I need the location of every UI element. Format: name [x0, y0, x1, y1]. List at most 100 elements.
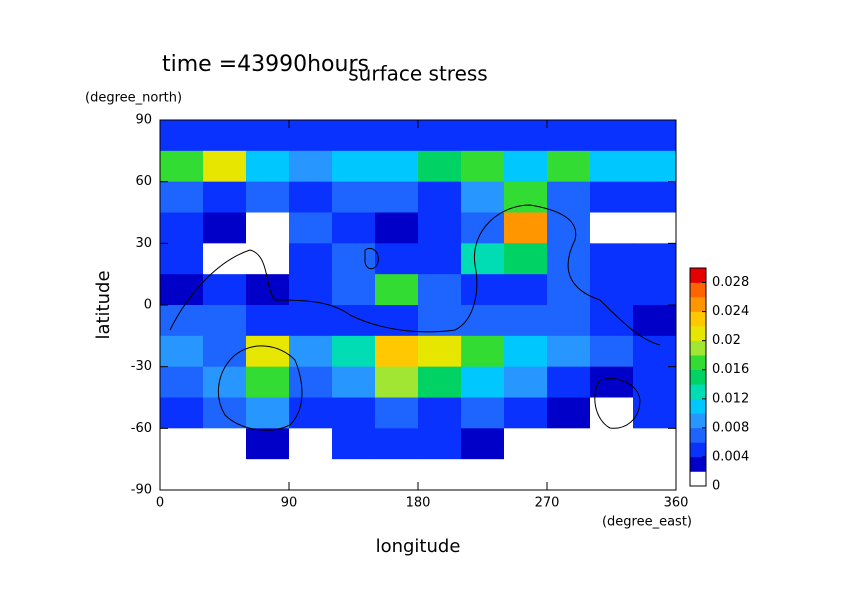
colorbar-band: [690, 268, 706, 283]
cell: [246, 181, 290, 213]
cell: [590, 150, 634, 183]
cell: [633, 212, 677, 244]
cell: [504, 305, 548, 337]
cell: [203, 305, 247, 337]
cell: [547, 459, 591, 491]
y-tick-label: 0: [144, 298, 152, 313]
chart-title: surface stress: [348, 62, 487, 86]
colorbar-band: [690, 427, 706, 443]
cell: [332, 428, 376, 460]
colorbar-tick-label: 0.028: [712, 275, 749, 290]
cell: [418, 274, 462, 306]
cell: [203, 274, 247, 306]
cell: [332, 274, 376, 306]
cell: [160, 243, 204, 275]
colorbar-tick-label: 0: [712, 479, 720, 494]
cell: [246, 305, 290, 337]
cell: [504, 120, 548, 152]
cell: [332, 397, 376, 429]
cell: [590, 243, 634, 275]
cell: [461, 181, 505, 213]
cell: [633, 120, 677, 152]
cell: [246, 243, 290, 275]
x-tick-label: 90: [281, 496, 298, 511]
cell: [504, 150, 548, 183]
cell: [547, 366, 591, 398]
cell: [375, 335, 419, 368]
cell: [590, 181, 634, 213]
cell: [547, 305, 591, 337]
cell: [547, 274, 591, 306]
cell: [375, 120, 419, 152]
cell: [504, 366, 548, 398]
y-axis-label: latitude: [93, 270, 114, 339]
cell: [203, 120, 247, 152]
cell: [461, 243, 505, 275]
colorbar-band: [690, 413, 706, 429]
cell: [590, 274, 634, 306]
cell: [375, 243, 419, 275]
cell: [633, 335, 677, 368]
cell: [332, 459, 376, 491]
cell: [418, 212, 462, 244]
cell: [203, 459, 247, 491]
colorbar-band: [690, 297, 706, 312]
cell: [203, 150, 247, 183]
cell: [332, 366, 376, 398]
cell: [461, 150, 505, 183]
cell: [590, 305, 634, 337]
cell: [504, 459, 548, 491]
y-tick-label: -30: [131, 359, 152, 374]
cell: [418, 150, 462, 183]
cell: [203, 428, 247, 460]
colorbar-band: [690, 326, 706, 341]
cell: [633, 150, 677, 183]
cell: [461, 428, 505, 460]
cell: [590, 335, 634, 368]
coastline: [594, 378, 641, 429]
cell: [461, 212, 505, 244]
cell: [418, 459, 462, 491]
cell: [461, 459, 505, 491]
cell: [203, 243, 247, 275]
colorbar-band: [690, 384, 706, 400]
x-unit: (degree_east): [602, 515, 692, 530]
cell: [418, 428, 462, 460]
cell: [332, 335, 376, 368]
cell: [375, 428, 419, 460]
cell: [461, 366, 505, 398]
colorbar-frame: [689, 267, 707, 487]
colorbar-band: [690, 456, 706, 472]
cell: [633, 181, 677, 213]
cell: [590, 459, 634, 491]
cell: [160, 335, 204, 368]
cell: [547, 397, 591, 429]
cell: [375, 366, 419, 398]
cell: [246, 150, 290, 183]
colorbar-band: [690, 282, 706, 298]
cell: [289, 397, 333, 429]
cell: [375, 459, 419, 491]
cell: [504, 274, 548, 306]
cell: [246, 459, 290, 491]
colorbar-band: [690, 471, 706, 487]
cell: [375, 181, 419, 213]
colorbar-band: [690, 340, 706, 356]
coastlines: [169, 204, 661, 431]
colorbar-band: [690, 311, 706, 327]
cell: [160, 397, 204, 429]
cell: [203, 181, 247, 213]
cell: [547, 181, 591, 213]
y-tick-label: -60: [131, 421, 152, 436]
cell: [547, 150, 591, 183]
y-unit: (degree_north): [85, 91, 182, 106]
cell: [633, 305, 677, 337]
cell: [547, 335, 591, 368]
cell: [590, 397, 634, 429]
cell: [375, 397, 419, 429]
cell: [547, 120, 591, 152]
cell: [461, 120, 505, 152]
cell: [504, 243, 548, 275]
colorbar-tick-label: 0.016: [712, 362, 749, 377]
cell: [246, 212, 290, 244]
